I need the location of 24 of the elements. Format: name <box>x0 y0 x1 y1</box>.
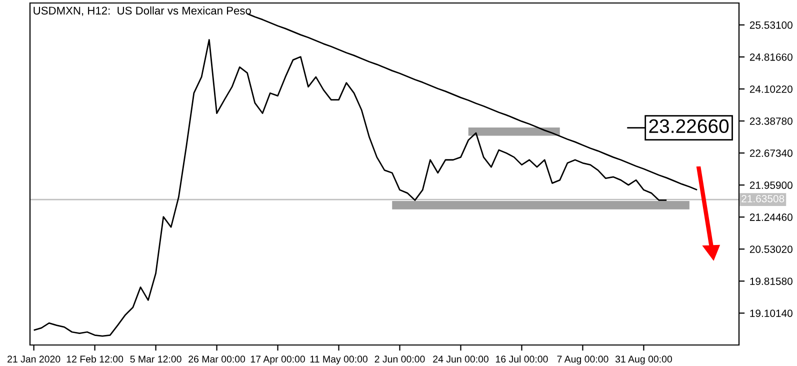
y-tick-label: 22.67340 <box>750 150 792 157</box>
y-tick-label: 21.24460 <box>750 214 792 221</box>
x-tick-label: 5 Mar 12:00 <box>130 356 182 363</box>
y-tick-label: 21.95900 <box>750 182 792 189</box>
x-tick-label: 24 Jun 00:00 <box>433 356 488 363</box>
y-tick-label: 24.81660 <box>750 53 792 61</box>
x-tick-label: 2 Jun 00:00 <box>374 356 425 363</box>
y-tick-label: 25.53100 <box>750 21 792 29</box>
y-tick-label: 24.10220 <box>750 85 792 93</box>
x-tick-label: 11 May 00:00 <box>310 356 368 364</box>
x-tick-label: 26 Mar 00:00 <box>188 356 246 363</box>
x-tick-label: 17 Apr 00:00 <box>250 356 305 364</box>
y-tick-label: 23.38780 <box>750 117 792 125</box>
chart-title: USDMXN, H12: US Dollar vs Mexican Peso <box>34 6 251 16</box>
x-tick-label: 12 Feb 12:00 <box>66 355 124 363</box>
y-tick-label: 19.81580 <box>750 278 792 285</box>
y-tick-label: 19.10140 <box>750 310 792 317</box>
x-tick-label: 16 Jul 00:00 <box>496 355 548 363</box>
ref-line-label: 21.63508 <box>742 194 784 202</box>
x-tick-label: 21 Jan 2020 <box>8 356 60 363</box>
annotation: 23.22660 <box>649 119 729 134</box>
y-tick-label: 20.53020 <box>750 246 792 253</box>
x-tick-label: 7 Aug 00:00 <box>557 356 608 364</box>
x-tick-label: 31 Aug 00:00 <box>615 356 672 364</box>
